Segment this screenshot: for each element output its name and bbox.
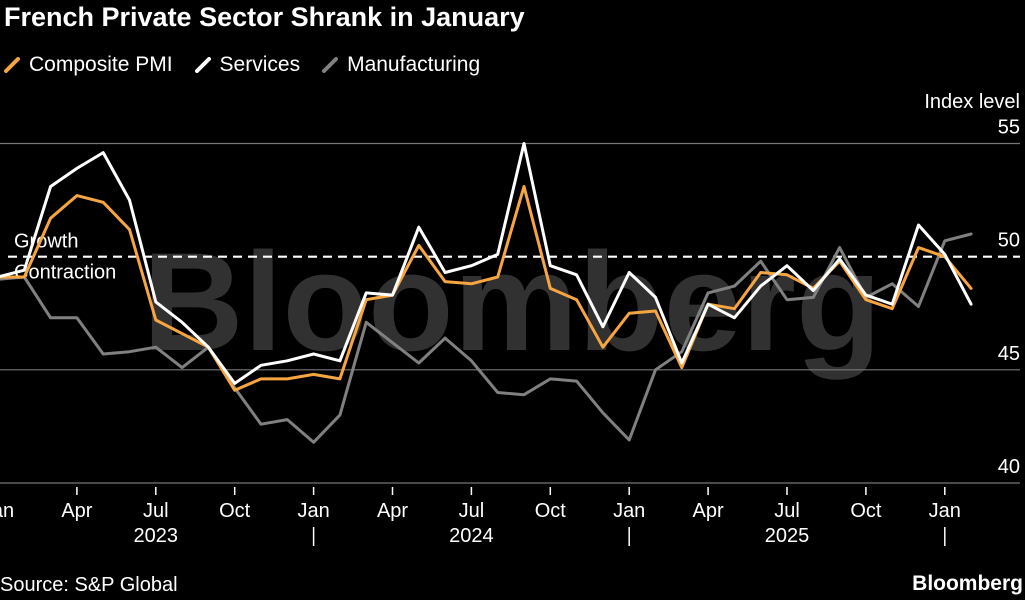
x-axis: Jan Apr Jul Oct Jan Apr Jul Oct Jan Apr Jul Oct Jan 2… (0, 487, 961, 547)
brand-logo: Bloomberg (912, 572, 1023, 595)
legend-swatch-services (194, 57, 211, 73)
reference-line: Growth Contraction (8, 231, 1020, 284)
legend-label-manufacturing: Manufacturing (347, 53, 481, 76)
x-tick-label: Jan (297, 500, 329, 522)
x-tick-label: Apr (61, 500, 92, 522)
x-tick-label: Jul (459, 500, 485, 522)
legend-swatch-composite-pmi (4, 57, 20, 73)
x-tick-label: Jul (143, 500, 169, 522)
x-tick-label: Oct (219, 500, 251, 522)
contraction-label: Contraction (14, 262, 116, 284)
x-tick-label: Jan (613, 500, 645, 522)
y-tick-label: 45 (998, 343, 1020, 365)
growth-label: Growth (14, 231, 78, 253)
x-tick-label: Oct (850, 500, 882, 522)
y-axis: Index level 55 50 45 40 (924, 91, 1020, 478)
y-tick-label: 40 (998, 456, 1020, 478)
x-year-label: 2024 (449, 525, 494, 547)
x-year-label: 2025 (765, 525, 810, 547)
series-lines (0, 142, 973, 444)
x-tick-label: Oct (535, 500, 567, 522)
x-year-label: 2023 (134, 525, 179, 547)
legend-label-composite-pmi: Composite PMI (29, 53, 173, 76)
legend-item-services: Services (194, 53, 301, 77)
x-tick-label: Jan (0, 500, 14, 522)
x-tick-label: Apr (693, 500, 724, 522)
x-tick-label: Jul (774, 500, 800, 522)
source-note: Source: S&P Global (0, 574, 178, 596)
legend-label-services: Services (219, 53, 301, 76)
series-line-manufacturing (0, 232, 973, 444)
gridlines (0, 142, 1020, 484)
y-tick-label: 55 (998, 117, 1020, 139)
chart-title: French Private Sector Shrank in January (4, 2, 525, 32)
y-tick-label: 50 (998, 230, 1020, 252)
x-tick-label: Jan (929, 500, 961, 522)
x-tick-label: Apr (377, 500, 408, 522)
legend-swatch-manufacturing (322, 57, 339, 73)
legend-item-manufacturing: Manufacturing (322, 53, 480, 77)
watermark: Bloomberg (143, 223, 882, 380)
legend: Composite PMI Services Manufacturing (4, 50, 480, 80)
series-line-services (0, 142, 973, 385)
y-axis-label: Index level (924, 91, 1020, 113)
legend-item-composite-pmi: Composite PMI (4, 53, 173, 77)
